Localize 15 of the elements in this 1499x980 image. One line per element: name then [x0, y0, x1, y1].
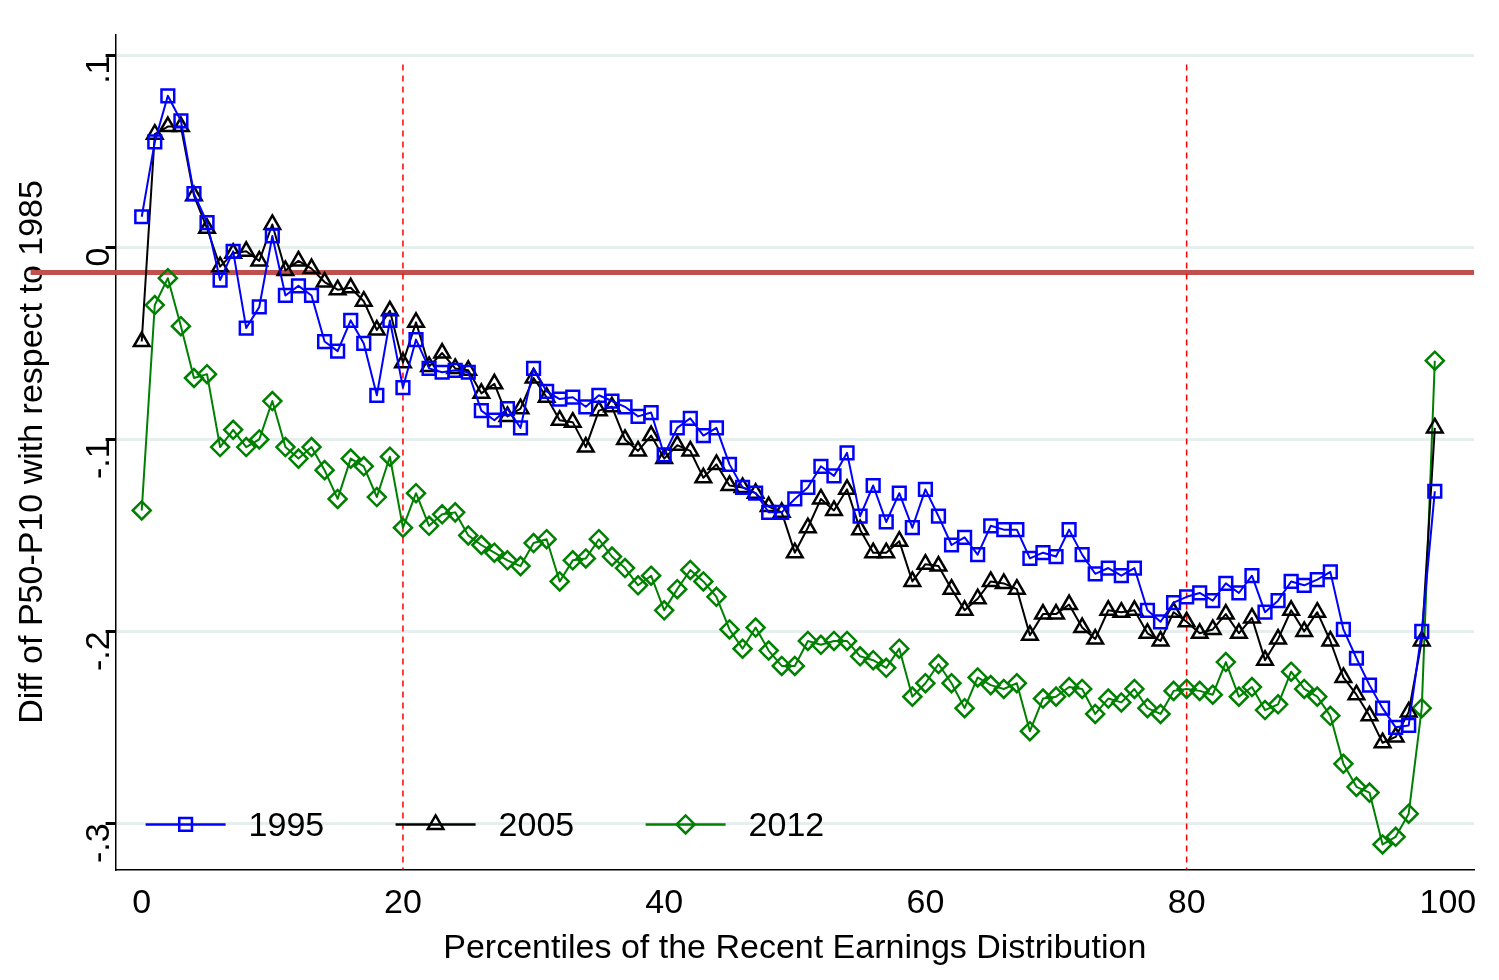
legend-label: 1995 [248, 804, 325, 843]
x-tick-label: 100 [1419, 882, 1477, 921]
y-tick-label: 0 [77, 247, 116, 267]
y-tick-label: -.2 [77, 631, 116, 672]
x-tick-label: 40 [645, 882, 684, 921]
x-tick-label: 20 [384, 882, 422, 921]
x-tick-label: 80 [1167, 882, 1206, 921]
x-tick-label: 60 [906, 882, 945, 921]
x-tick-label: 0 [132, 882, 152, 921]
legend-label: 2005 [498, 804, 575, 843]
legend-label: 2012 [748, 804, 825, 843]
y-tick-label: -.1 [77, 439, 116, 480]
y-tick-label: -.3 [77, 823, 116, 864]
y-tick-label: .1 [77, 55, 116, 84]
x-axis-title: Percentiles of the Recent Earnings Distribution [443, 926, 1147, 965]
